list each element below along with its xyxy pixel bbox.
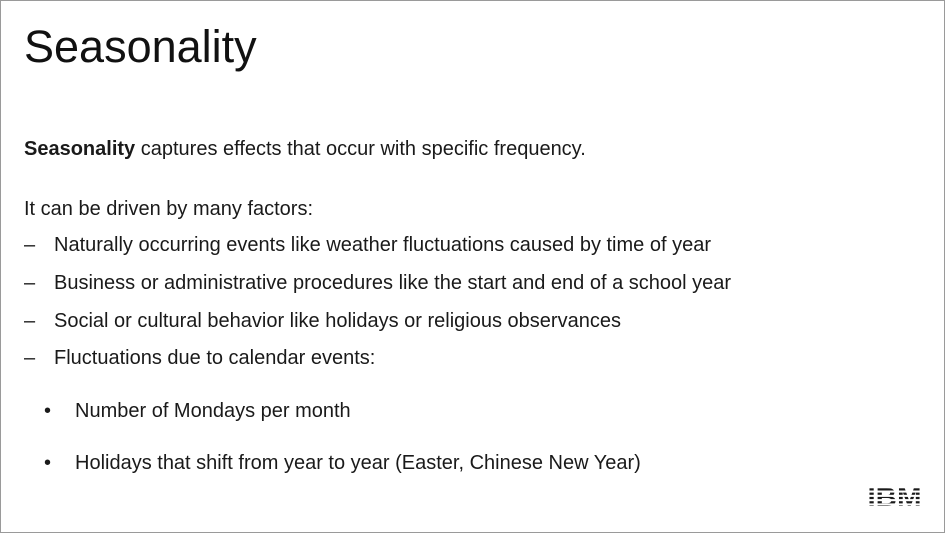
- bullet-marker: •: [44, 400, 52, 422]
- dash-marker: –: [24, 347, 36, 369]
- bullet-marker: •: [44, 452, 52, 474]
- slide-title: Seasonality: [24, 21, 257, 72]
- dash-marker: –: [24, 272, 36, 294]
- list-item: Fluctuations due to calendar events:: [54, 347, 376, 369]
- dash-marker: –: [24, 234, 36, 256]
- intro-paragraph: Seasonality captures effects that occur …: [24, 135, 586, 163]
- dash-marker: –: [24, 310, 36, 332]
- intro-bold-term: Seasonality: [24, 138, 136, 160]
- lead-sentence: It can be driven by many factors:: [24, 198, 314, 220]
- sub-list-item: Number of Mondays per month: [75, 400, 351, 422]
- ibm-logo: IBM: [868, 484, 922, 508]
- sub-list-item: Holidays that shift from year to year (E…: [75, 452, 641, 474]
- list-item: Naturally occurring events like weather …: [54, 234, 711, 256]
- intro-text: captures effects that occur with specifi…: [135, 138, 586, 160]
- list-item: Business or administrative procedures li…: [54, 272, 732, 294]
- ibm-logo-text: IBM: [868, 484, 922, 508]
- list-item: Social or cultural behavior like holiday…: [54, 310, 621, 332]
